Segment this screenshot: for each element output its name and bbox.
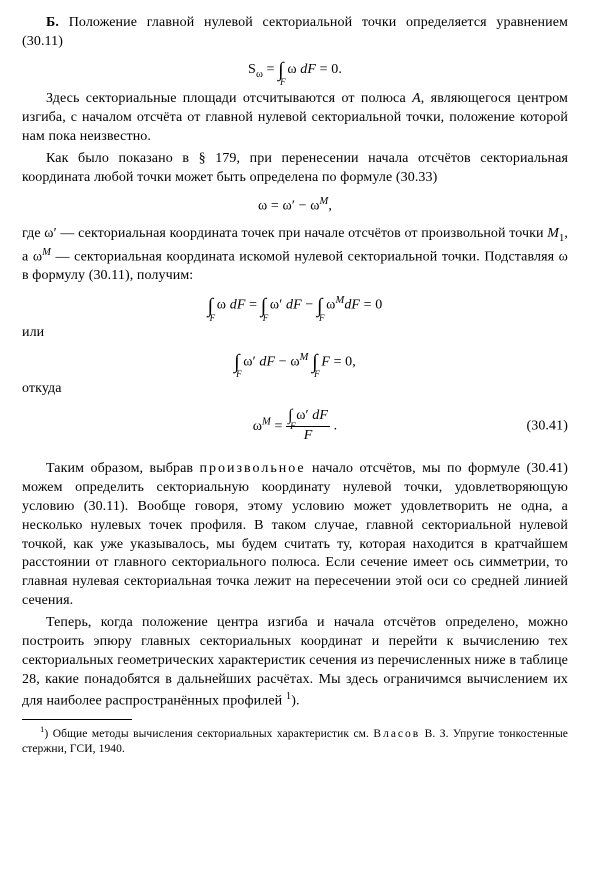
paragraph-3: Как было показано в § 179, при перенесен… — [22, 150, 568, 188]
formula-omega: ω = ω′ − ωM, — [22, 195, 568, 217]
word-ili: или — [22, 324, 568, 343]
footnote-rule — [22, 719, 132, 720]
fraction: ∫F ω′ dFF — [286, 407, 330, 446]
numerator: ∫F ω′ dF — [286, 407, 330, 426]
formula-integral-2: ∫F ω′ dF − ωM ∫F F = 0, — [22, 351, 568, 373]
formula-30-11: Sω = ∫F ω dF = 0. — [22, 60, 568, 82]
lhs: ωM = — [253, 419, 286, 434]
period: . — [334, 419, 338, 434]
paragraph-6: Теперь, когда положение центра изгиба и … — [22, 614, 568, 711]
footnote-1: 1) Общие методы вычисления секториальных… — [22, 724, 568, 757]
paragraph-5: Таким образом, выбрав произвольное начал… — [22, 460, 568, 611]
paragraph-4: где ω′ — секториальная координата точек … — [22, 225, 568, 286]
equation-number: (30.41) — [526, 417, 568, 436]
formula-integral-1: ∫F ω dF = ∫F ω′ dF − ∫F ωMdF = 0 — [22, 294, 568, 316]
paragraph-2: Здесь секториальные площади отсчитываютс… — [22, 90, 568, 147]
word-otkuda: откуда — [22, 380, 568, 399]
paragraph-b: Б. Положение главной нулевой секториальн… — [22, 14, 568, 52]
formula-30-41: ωM = ∫F ω′ dFF . (30.41) — [22, 407, 568, 446]
